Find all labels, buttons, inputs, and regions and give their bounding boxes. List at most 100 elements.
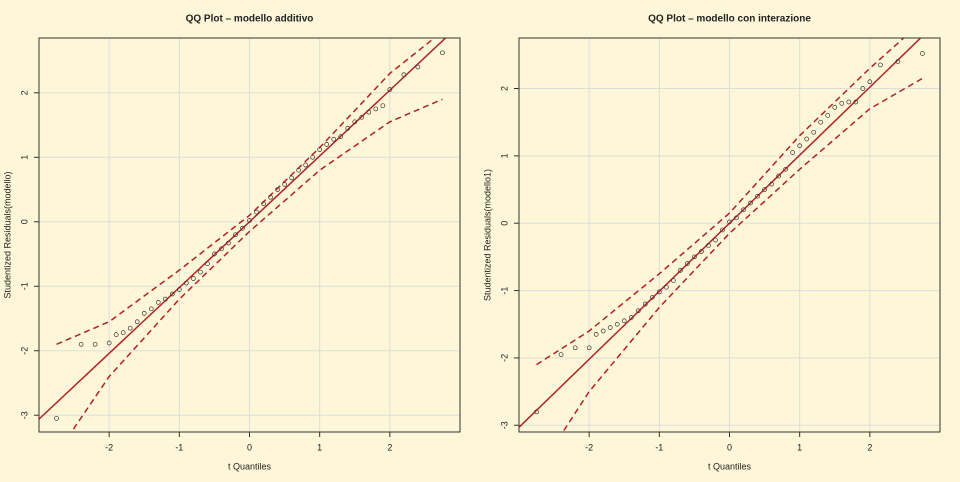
- point: [878, 62, 883, 68]
- point: [755, 193, 760, 199]
- point: [783, 166, 788, 172]
- panel: QQ Plot – modello con interazione t Quant…: [482, 14, 941, 471]
- x-tick-label: 0: [727, 442, 732, 452]
- chart-title: QQ Plot – modello con interazione: [648, 14, 811, 25]
- point: [141, 310, 147, 316]
- point: [607, 325, 613, 330]
- point: [642, 301, 648, 307]
- y-tick-label: -3: [19, 411, 29, 419]
- x-tick-label: 2: [387, 442, 392, 452]
- point: [78, 341, 84, 347]
- point: [226, 240, 231, 246]
- point: [54, 416, 59, 421]
- point: [296, 167, 301, 173]
- point: [92, 341, 98, 347]
- point: [275, 187, 280, 192]
- envelope-upper: [536, 38, 905, 366]
- point: [811, 129, 817, 135]
- x-tick-label: 0: [247, 442, 252, 452]
- plot-area: [39, 38, 447, 432]
- y-axis-label: Studentized Residuals(modello1): [482, 169, 492, 301]
- point: [268, 194, 273, 200]
- point: [303, 162, 308, 168]
- point: [240, 225, 245, 231]
- reference-line: [519, 38, 922, 428]
- point: [366, 109, 372, 115]
- point: [628, 315, 634, 320]
- point: [198, 269, 203, 275]
- y-tick-label: 2: [499, 86, 509, 91]
- point: [282, 182, 287, 187]
- point: [373, 106, 379, 112]
- point: [832, 105, 838, 110]
- x-tick-label: -2: [585, 442, 593, 452]
- point: [713, 237, 718, 243]
- x-tick-label: 1: [797, 442, 802, 452]
- point: [614, 321, 620, 327]
- point: [685, 261, 690, 266]
- point: [853, 99, 859, 105]
- point: [678, 268, 683, 273]
- point: [635, 308, 641, 314]
- y-tick-label: 1: [499, 153, 509, 158]
- point: [134, 319, 140, 325]
- point: [734, 215, 739, 221]
- point: [317, 147, 323, 152]
- point: [205, 261, 210, 267]
- point: [387, 87, 393, 92]
- point: [572, 345, 578, 351]
- y-tick-label: -1: [499, 287, 509, 295]
- point: [162, 296, 168, 302]
- point: [671, 278, 676, 283]
- point: [741, 207, 746, 213]
- y-tick-label: 2: [19, 90, 29, 95]
- envelope-lower: [561, 77, 923, 432]
- point: [254, 209, 259, 215]
- points: [54, 50, 445, 421]
- y-axis-label: Studentized Residuals(modello): [2, 171, 12, 298]
- y-tick-label: -2: [499, 354, 509, 362]
- point: [720, 227, 725, 233]
- point: [148, 306, 154, 312]
- chart-title: QQ Plot – modello additivo: [186, 14, 314, 25]
- point: [331, 136, 337, 142]
- point: [790, 150, 796, 155]
- point: [706, 243, 711, 248]
- point: [106, 340, 112, 346]
- point: [310, 154, 315, 160]
- x-tick-label: -1: [655, 442, 663, 452]
- x-axis-label: t Quantiles: [708, 461, 752, 471]
- point: [534, 409, 539, 415]
- y-tick-label: 1: [19, 155, 29, 160]
- point: [219, 246, 224, 252]
- point: [818, 119, 824, 125]
- reference-line: [39, 38, 447, 420]
- point: [359, 114, 365, 120]
- x-tick-label: 2: [867, 442, 872, 452]
- point: [649, 294, 655, 300]
- point: [184, 280, 189, 286]
- point: [155, 300, 161, 305]
- point: [401, 72, 407, 78]
- plot-frame: [518, 37, 941, 433]
- point: [621, 318, 627, 324]
- point: [797, 143, 803, 149]
- point: [191, 276, 196, 281]
- y-tick-label: -1: [19, 282, 29, 290]
- plot-frame: [38, 37, 461, 433]
- point: [692, 254, 697, 260]
- x-axis-label: t Quantiles: [228, 461, 272, 471]
- point: [839, 100, 845, 106]
- point: [656, 289, 662, 295]
- point: [345, 125, 351, 131]
- y-tick-label: -3: [499, 421, 509, 429]
- point: [860, 86, 866, 91]
- point: [920, 51, 925, 56]
- envelope-upper: [56, 38, 436, 345]
- y-tick-label: 0: [499, 221, 509, 226]
- panel: QQ Plot – modello additivo t Quantiles Stu…: [2, 14, 461, 471]
- point: [867, 79, 873, 85]
- point: [825, 113, 831, 118]
- point: [120, 330, 126, 336]
